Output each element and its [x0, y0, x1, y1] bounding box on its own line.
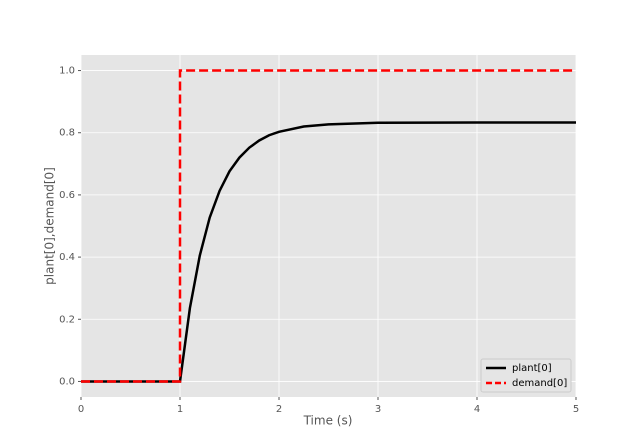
- y-tick-label: 0.8: [59, 128, 75, 139]
- y-axis-label: plant[0],demand[0]: [43, 167, 57, 285]
- y-tick-label: 0.6: [59, 190, 75, 201]
- plot-area: [81, 55, 576, 397]
- y-tick-label: 0.4: [59, 252, 75, 263]
- x-tick-label: 3: [375, 404, 381, 415]
- x-tick-label: 1: [177, 404, 183, 415]
- x-axis-label: Time (s): [303, 414, 353, 428]
- series-line: [81, 69, 576, 383]
- y-tick-label: 0.0: [59, 376, 75, 387]
- x-tick-label: 5: [573, 404, 579, 415]
- series-line: [81, 121, 576, 383]
- legend-label: plant[0]: [512, 363, 552, 374]
- legend-label: demand[0]: [512, 378, 567, 389]
- x-tick-label: 0: [78, 404, 84, 415]
- x-tick-label: 2: [276, 404, 282, 415]
- y-tick-label: 1.0: [59, 66, 75, 77]
- x-tick-label: 4: [474, 404, 480, 415]
- y-tick-label: 0.2: [59, 314, 75, 325]
